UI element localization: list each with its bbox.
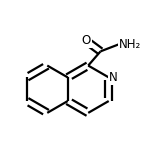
Text: N: N [109,71,118,84]
Text: O: O [82,34,91,47]
Text: NH₂: NH₂ [119,38,141,51]
